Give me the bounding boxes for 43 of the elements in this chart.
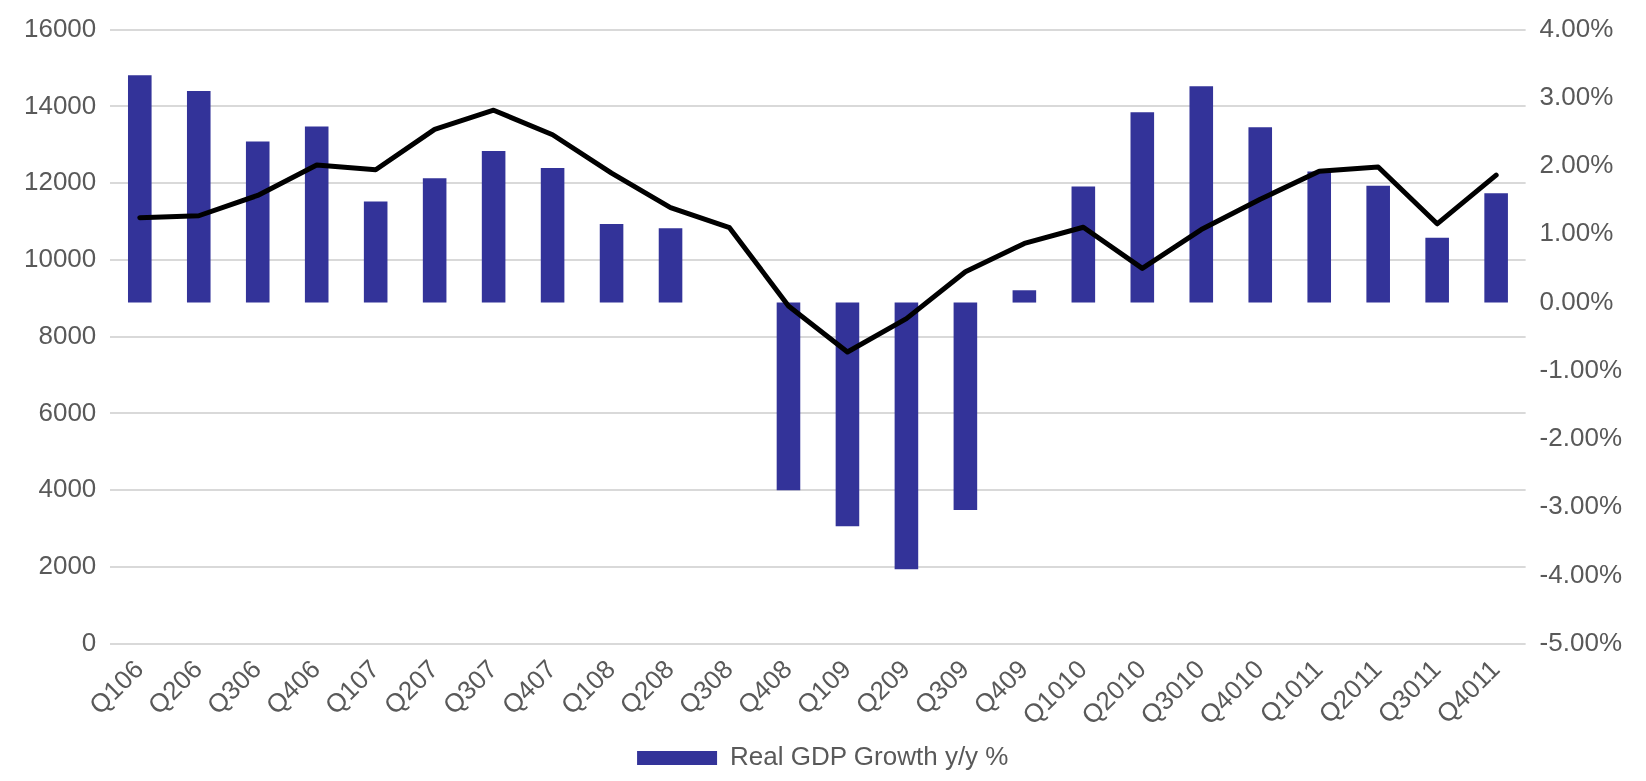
y-tick-label: 2000 bbox=[38, 550, 97, 581]
legend-label: Real GDP Growth y/y % bbox=[730, 741, 1009, 772]
y2-tick-label: -4.00% bbox=[1539, 558, 1623, 589]
y2-tick-label: 4.00% bbox=[1539, 12, 1614, 43]
y2-tick-label: 0.00% bbox=[1539, 285, 1614, 316]
y-tick-label: 8000 bbox=[38, 319, 97, 350]
y-tick-label: 10000 bbox=[23, 243, 97, 274]
y-tick-label: 16000 bbox=[23, 12, 97, 43]
y-tick-label: 14000 bbox=[23, 89, 97, 120]
bar bbox=[363, 201, 388, 303]
bar bbox=[540, 168, 565, 303]
bar bbox=[894, 302, 919, 570]
bar bbox=[304, 126, 329, 303]
bar bbox=[1130, 112, 1155, 303]
bar bbox=[1071, 186, 1096, 303]
bar bbox=[422, 178, 447, 303]
bar bbox=[776, 302, 801, 491]
bar bbox=[186, 91, 211, 303]
y2-tick-label: -5.00% bbox=[1539, 626, 1623, 657]
y2-tick-label: -1.00% bbox=[1539, 353, 1623, 384]
bar bbox=[835, 302, 860, 527]
bar bbox=[1484, 193, 1508, 303]
bar bbox=[1189, 86, 1214, 303]
y-tick-label: 12000 bbox=[23, 166, 97, 197]
bar bbox=[658, 228, 683, 303]
bar bbox=[127, 75, 152, 303]
bar bbox=[1425, 237, 1449, 303]
y2-tick-label: 1.00% bbox=[1539, 217, 1614, 248]
bar bbox=[1307, 171, 1332, 303]
bar bbox=[953, 302, 978, 510]
y2-tick-label: 2.00% bbox=[1539, 149, 1614, 180]
bar bbox=[481, 151, 506, 303]
y-tick-label: 4000 bbox=[38, 473, 97, 504]
y-tick-label: 0 bbox=[81, 626, 97, 657]
bar bbox=[599, 224, 624, 303]
bar bbox=[1012, 290, 1037, 303]
bar bbox=[1248, 127, 1273, 303]
bar bbox=[1366, 185, 1390, 303]
y-tick-label: 6000 bbox=[38, 396, 97, 427]
y2-tick-label: -2.00% bbox=[1539, 422, 1623, 453]
bar bbox=[245, 141, 270, 303]
y2-tick-label: 3.00% bbox=[1539, 81, 1614, 112]
y2-tick-label: -3.00% bbox=[1539, 490, 1623, 521]
